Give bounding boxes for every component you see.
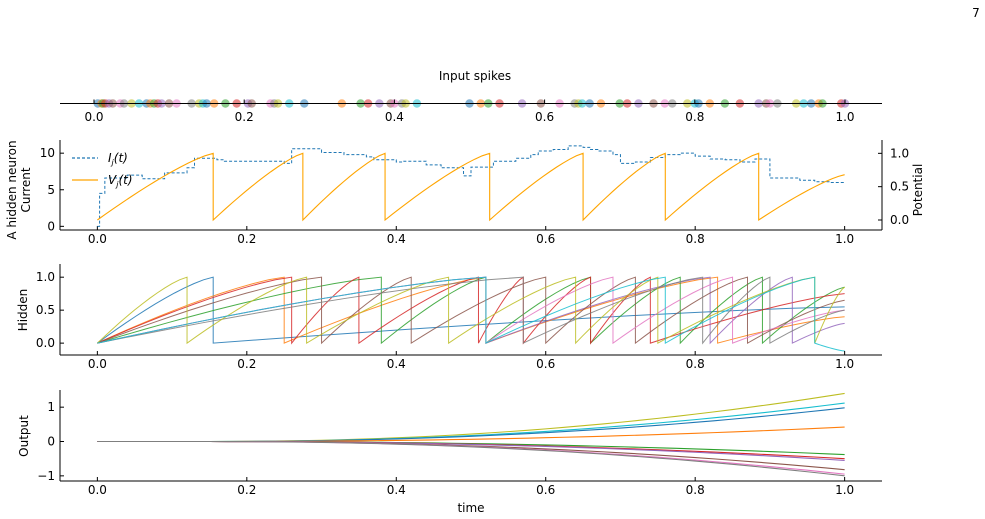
spikes-title: Input spikes (439, 69, 511, 83)
neuron-right-ytick-label: 0.0 (890, 213, 909, 227)
neuron-xtick-label: 0.6 (536, 232, 555, 246)
hidden-series-line (97, 276, 845, 345)
neuron-xtick-label: 0.0 (88, 232, 107, 246)
output-ytick-label: 1 (47, 400, 55, 414)
neuron-left-ytick-label: 10 (40, 146, 55, 160)
potential-line (97, 152, 845, 222)
neuron-legend: Ij(t) Vj(t) (72, 151, 133, 189)
current-line (97, 145, 845, 227)
neuron-xtick-label: 0.8 (686, 232, 705, 246)
neuron-xtick-label: 0.2 (237, 232, 256, 246)
hidden-ytick-label: 0.5 (36, 303, 55, 317)
output-panel: Output 0.0 0.2 0.4 0.6 0.8 1.0 −1 0 1 time (17, 390, 882, 515)
spikes-xtick-label: 0.6 (535, 110, 554, 124)
neuron-xtick-label: 0.4 (387, 232, 406, 246)
hidden-series-line (97, 276, 845, 352)
neuron-right-ytick-label: 0.5 (890, 180, 909, 194)
hidden-panel: Hidden 0.0 0.2 0.4 0.6 0.8 1.0 0.0 0.5 1.0 (16, 264, 882, 371)
output-xtick-label: 0.6 (536, 483, 555, 497)
spikes-xtick-label: 0.2 (235, 110, 254, 124)
neuron-axes: 0.0 0.2 0.4 0.6 0.8 1.0 0 5 10 0.0 0.5 1.0 (40, 140, 909, 246)
hidden-xtick-label: 0.8 (686, 357, 705, 371)
output-ytick-label: 0 (47, 435, 55, 449)
output-xtick-label: 0.8 (686, 483, 705, 497)
hidden-ytick-label: 0.0 (36, 336, 55, 350)
page-number: 7 (972, 6, 980, 20)
spikes-x-ticks: 0.0 0.2 0.4 0.6 0.8 1.0 (84, 99, 855, 124)
neuron-ylabel-right: Potential (911, 164, 925, 217)
spikes-xtick-label: 0.4 (385, 110, 404, 124)
output-series-line (97, 392, 845, 443)
legend-current-label: Ij(t) (108, 151, 128, 167)
hidden-lines (97, 276, 845, 352)
output-xtick-label: 0.2 (237, 483, 256, 497)
output-series-line (97, 440, 845, 461)
hidden-axes: 0.0 0.2 0.4 0.6 0.8 1.0 0.0 0.5 1.0 (36, 264, 882, 371)
output-series-line (97, 440, 845, 471)
neuron-ylabel-left: Current (19, 167, 33, 212)
spikes-xtick-label: 0.0 (84, 110, 103, 124)
neuron-right-ytick-label: 1.0 (890, 146, 909, 160)
output-ylabel: Output (17, 415, 31, 457)
hidden-ylabel: Hidden (16, 289, 30, 332)
hidden-series-line (97, 276, 845, 345)
neuron-left-ytick-label: 5 (47, 183, 55, 197)
neuron-xtick-label: 1.0 (835, 232, 854, 246)
hidden-ytick-label: 1.0 (36, 270, 55, 284)
hidden-xtick-label: 0.6 (536, 357, 555, 371)
hidden-xtick-label: 0.2 (237, 357, 256, 371)
hidden-series-line (97, 276, 845, 345)
output-xtick-label: 0.0 (88, 483, 107, 497)
output-lines (97, 392, 845, 477)
output-axes: 0.0 0.2 0.4 0.6 0.8 1.0 −1 0 1 (37, 390, 882, 497)
output-series-line (97, 440, 845, 477)
output-xlabel: time (457, 501, 484, 515)
legend-potential-label: Vj(t) (108, 173, 133, 189)
output-series-line (97, 407, 845, 443)
spikes-xtick-label: 0.8 (685, 110, 704, 124)
hidden-series-line (97, 276, 845, 345)
output-xtick-label: 1.0 (835, 483, 854, 497)
hidden-xtick-label: 0.4 (387, 357, 406, 371)
hidden-xtick-label: 0.0 (88, 357, 107, 371)
output-xtick-label: 0.4 (387, 483, 406, 497)
spikes-panel: Input spikes 0.0 0.2 0.4 0.6 0.8 1.0 (60, 69, 882, 124)
neuron-left-ytick-label: 0 (47, 219, 55, 233)
output-ytick-label: −1 (37, 469, 55, 483)
hidden-xtick-label: 1.0 (835, 357, 854, 371)
neuron-ylabel: A hidden neuron (5, 140, 19, 239)
spikes-xtick-label: 1.0 (835, 110, 854, 124)
neuron-panel: A hidden neuron Current Potential 0.0 0.2… (5, 140, 925, 246)
